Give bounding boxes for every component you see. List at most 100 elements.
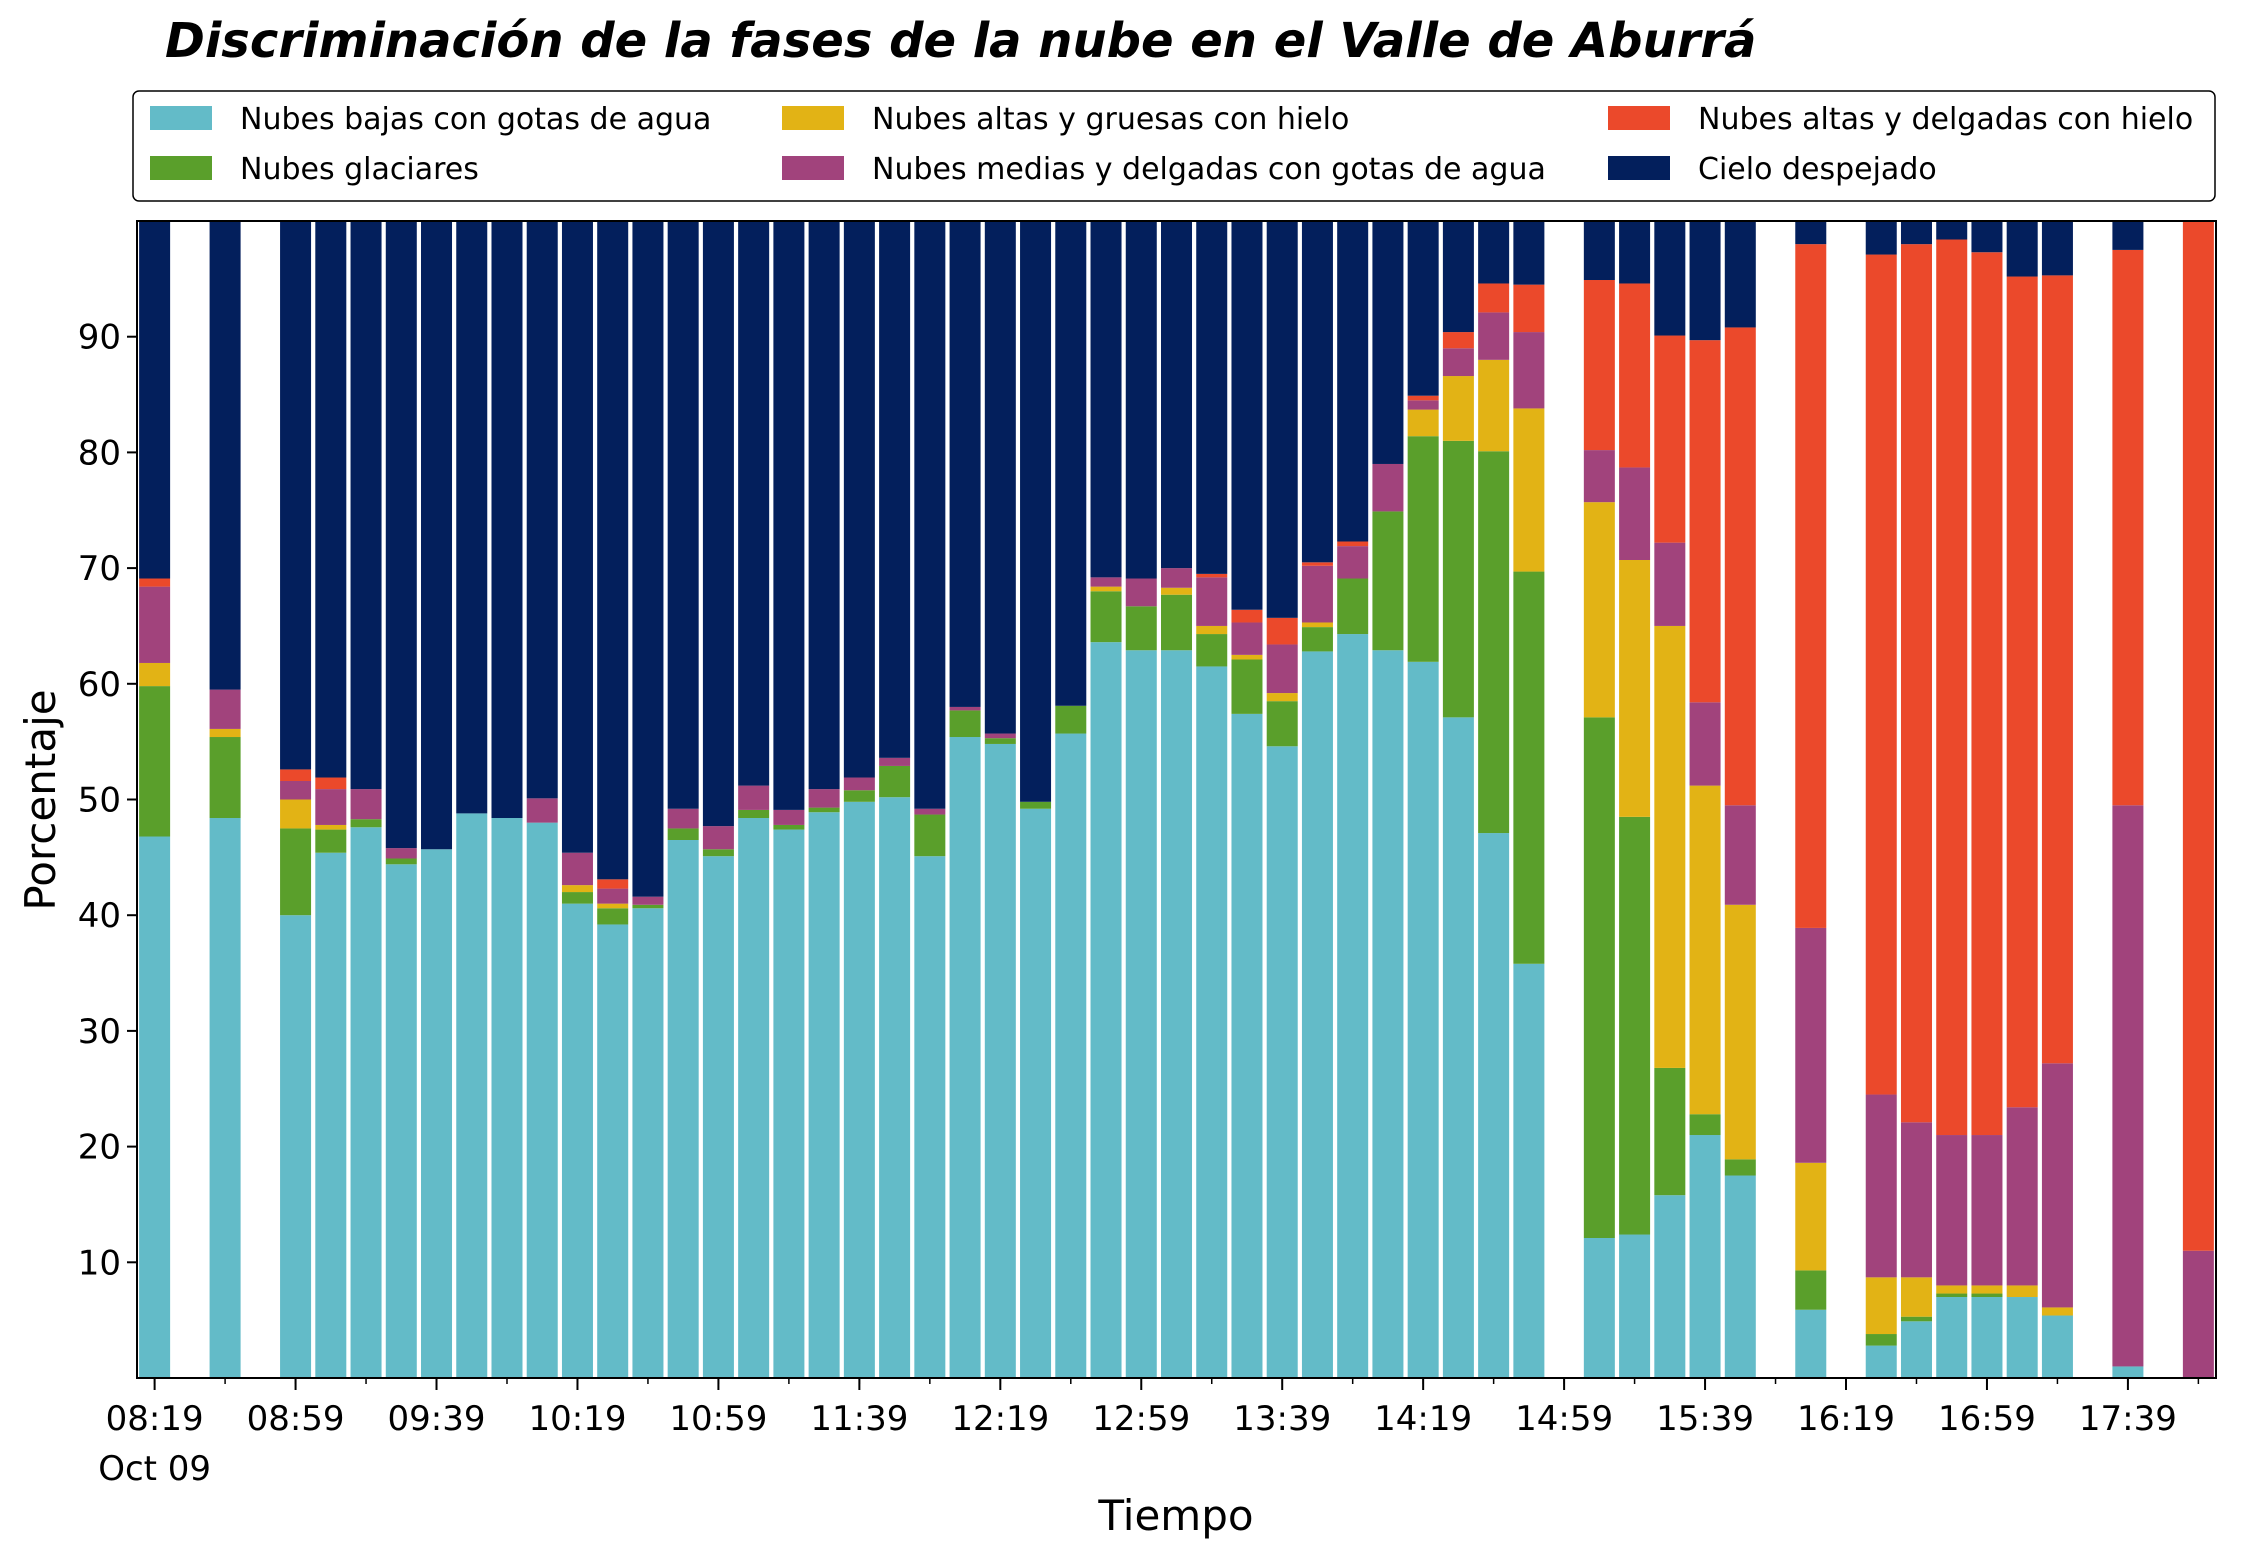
x-tick-label: 17:39: [2079, 1399, 2177, 1439]
bar-segment-10:39-s1: [632, 904, 664, 909]
legend-label: Nubes glaciares: [240, 152, 479, 187]
bar-segment-08:19-s1: [139, 686, 171, 837]
bar-segment-08:59-s3: [280, 780, 312, 800]
bar-stack-11:29: [808, 221, 840, 1378]
bar-segment-13:09-s5: [1161, 221, 1193, 569]
bar-segment-12:59-s5: [1125, 221, 1157, 579]
bar-segment-12:09-s0: [949, 737, 981, 1378]
legend: Nubes bajas con gotas de agua Nubes glaci…: [132, 90, 2216, 202]
bar-segment-13:29-s0: [1231, 713, 1263, 1378]
bar-segment-16:39-s1: [1900, 1316, 1932, 1322]
bar-stack-12:39: [1055, 221, 1087, 1378]
bar-segment-16:29-s3: [1865, 1094, 1897, 1278]
bar-segment-12:59-s3: [1125, 578, 1157, 607]
bar-segment-12:09-s3: [949, 706, 981, 711]
bar-segment-16:09-s2: [1795, 1162, 1827, 1271]
y-axis-label: Porcentaje: [16, 689, 65, 910]
bar-segment-16:39-s5: [1900, 221, 1932, 245]
bar-segment-13:39-s4: [1266, 617, 1298, 645]
bar-segment-15:19-s2: [1619, 560, 1651, 817]
bar-segment-14:29-s4: [1442, 332, 1474, 349]
bar-segment-15:49-s0: [1724, 1175, 1756, 1378]
bar-segment-12:09-s5: [949, 221, 981, 707]
legend-swatch: [1608, 106, 1670, 130]
bar-segment-15:39-s2: [1689, 785, 1721, 1115]
bar-segment-12:29-s0: [1020, 808, 1052, 1378]
bar-segment-14:39-s1: [1478, 451, 1510, 834]
y-tick-label: 10: [78, 1243, 121, 1283]
bar-segment-10:09-s0: [526, 822, 558, 1378]
legend-swatch: [782, 106, 844, 130]
bar-segment-12:59-s0: [1125, 650, 1157, 1378]
bar-stack-15:29: [1654, 221, 1686, 1378]
legend-item-0: Nubes bajas con gotas de agua: [150, 102, 711, 137]
bar-segment-10:09-s5: [526, 221, 558, 799]
bar-segment-15:09-s2: [1583, 502, 1615, 718]
bar-segment-08:59-s0: [280, 915, 312, 1378]
bar-segment-11:49-s3: [879, 757, 911, 766]
y-tick-label: 50: [78, 781, 121, 821]
x-tick-label: 16:19: [1797, 1399, 1895, 1439]
bar-segment-14:19-s2: [1407, 409, 1439, 437]
bar-segment-17:09-s3: [2006, 1107, 2038, 1286]
bar-segment-09:39-s5: [421, 221, 453, 850]
bar-segment-16:49-s1: [1936, 1293, 1968, 1298]
bar-segment-11:59-s1: [914, 814, 946, 857]
bar-segment-15:09-s4: [1583, 280, 1615, 451]
bar-segment-08:39-s3: [209, 689, 241, 729]
bar-segment-10:19-s5: [561, 221, 593, 853]
bar-segment-14:09-s3: [1372, 463, 1404, 512]
x-tick-label: 11:39: [810, 1399, 908, 1439]
bar-segment-08:39-s5: [209, 221, 241, 690]
bar-segment-13:19-s4: [1196, 573, 1228, 578]
bar-stack-08:59: [280, 221, 312, 1378]
bar-segment-11:59-s3: [914, 808, 946, 815]
bar-segment-16:29-s1: [1865, 1334, 1897, 1346]
bar-segment-15:49-s4: [1724, 327, 1756, 806]
bar-segment-12:49-s0: [1090, 642, 1122, 1378]
bar-segment-15:29-s2: [1654, 625, 1686, 1068]
bar-stack-15:49: [1724, 221, 1756, 1378]
bar-segment-15:29-s3: [1654, 542, 1686, 626]
bar-segment-12:39-s1: [1055, 705, 1087, 734]
bar-segment-15:09-s1: [1583, 717, 1615, 1238]
bar-segment-10:09-s3: [526, 798, 558, 823]
bar-segment-10:29-s0: [597, 924, 629, 1378]
x-axis-label: Tiempo: [1097, 1491, 1253, 1540]
bar-segment-13:59-s3: [1337, 546, 1369, 579]
bar-segment-08:39-s2: [209, 728, 241, 738]
x-tick-label: 12:59: [1092, 1399, 1190, 1439]
bar-segment-09:49-s0: [456, 813, 488, 1378]
bar-stack-11:49: [879, 221, 911, 1378]
bar-segment-14:49-s1: [1513, 571, 1545, 964]
y-tick-label: 80: [78, 433, 121, 473]
bar-stack-16:09: [1795, 221, 1827, 1378]
bar-segment-09:09-s4: [315, 777, 347, 790]
bar-segment-10:39-s0: [632, 908, 664, 1378]
bar-segment-10:49-s1: [667, 828, 699, 840]
bar-segment-12:29-s5: [1020, 221, 1052, 802]
bar-segment-17:19-s2: [2041, 1307, 2073, 1316]
bar-segment-09:59-s5: [491, 221, 523, 819]
bar-segment-16:49-s5: [1936, 221, 1968, 240]
bar-stack-13:59: [1337, 221, 1369, 1378]
bar-segment-16:49-s2: [1936, 1285, 1968, 1294]
bar-segment-12:59-s1: [1125, 606, 1157, 651]
bar-segment-17:39-s5: [2112, 221, 2144, 250]
bar-segment-14:49-s4: [1513, 284, 1545, 333]
bar-segment-10:59-s0: [702, 856, 734, 1378]
bar-segment-15:49-s1: [1724, 1159, 1756, 1176]
bar-stack-15:09: [1583, 221, 1615, 1378]
bar-stack-10:09: [526, 221, 558, 1378]
bar-segment-14:09-s0: [1372, 650, 1404, 1378]
bar-segment-16:59-s0: [1971, 1297, 2003, 1378]
bar-segment-08:19-s0: [139, 836, 171, 1378]
bar-segment-16:59-s1: [1971, 1293, 2003, 1298]
bar-stack-10:19: [561, 221, 593, 1378]
bar-segment-16:09-s3: [1795, 927, 1827, 1163]
bar-segment-11:19-s5: [773, 221, 805, 810]
legend-item-3: Nubes medias y delgadas con gotas de agu…: [782, 152, 1546, 187]
bar-stack-11:59: [914, 221, 946, 1378]
bar-segment-16:59-s3: [1971, 1135, 2003, 1286]
